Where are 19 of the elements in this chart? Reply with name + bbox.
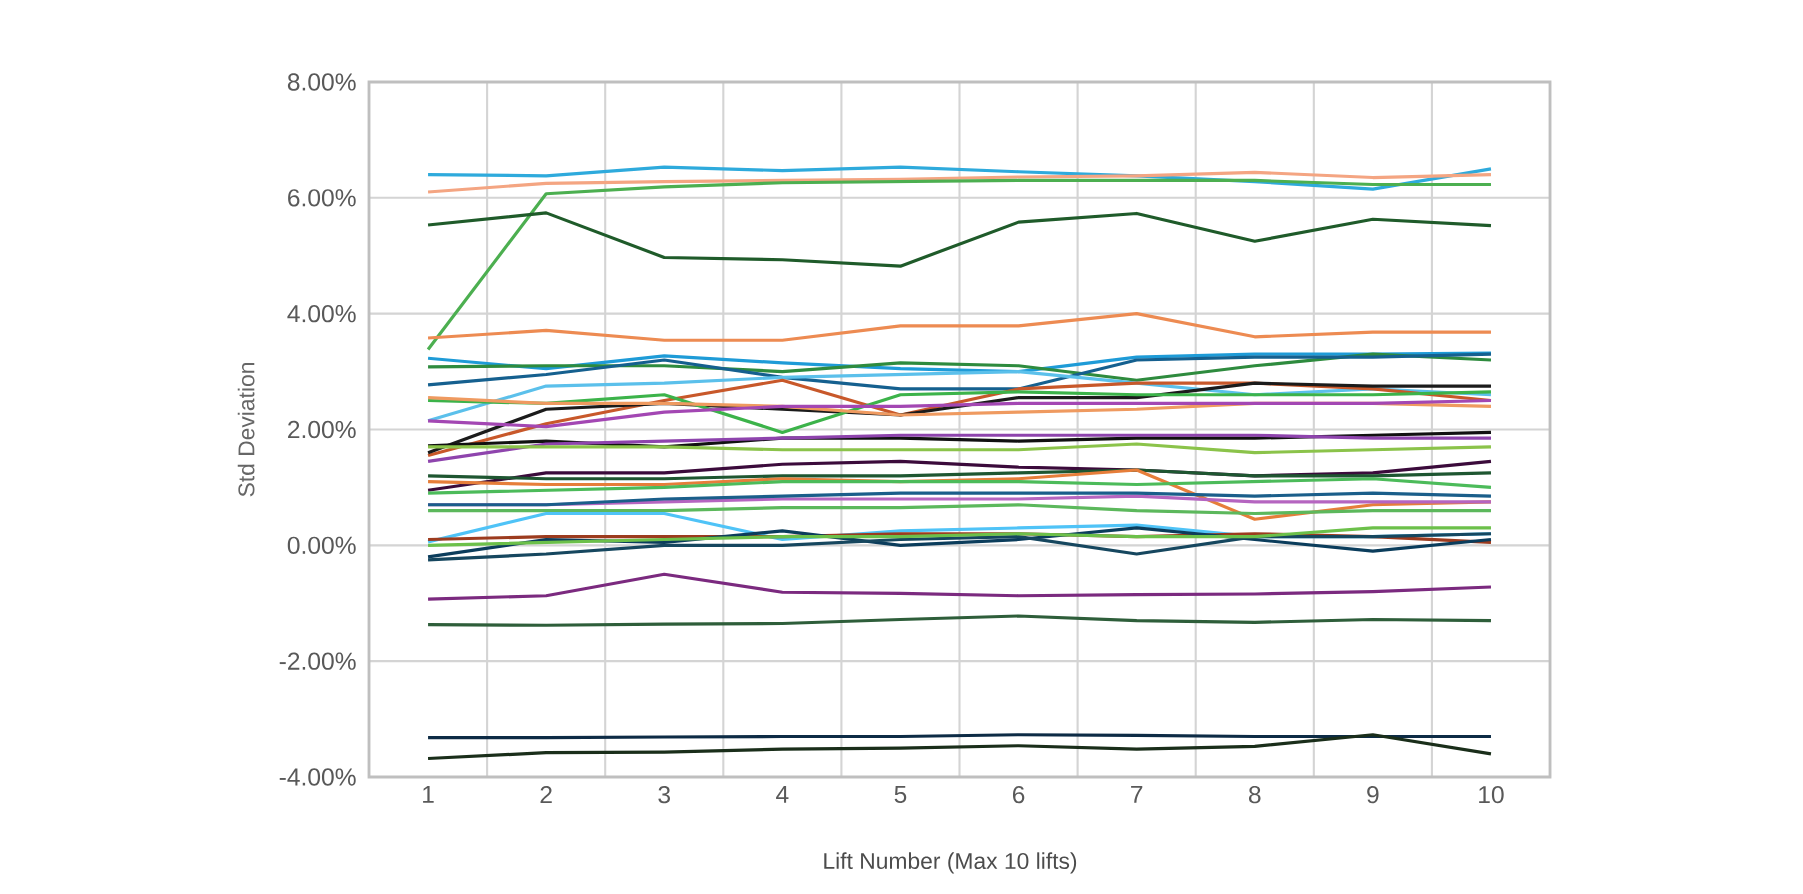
- y-tick-label: -2.00%: [279, 652, 356, 670]
- x-tick-label: 9: [1367, 785, 1379, 804]
- x-tick-label: 4: [776, 785, 789, 803]
- y-axis-title: Std Deviation: [237, 363, 255, 497]
- x-tick-label: 1: [423, 785, 434, 803]
- x-tick-label: 10: [1479, 785, 1504, 804]
- y-tick-label: 2.00%: [288, 420, 356, 439]
- x-tick-label: 6: [1012, 785, 1025, 804]
- y-tick-label: 8.00%: [287, 73, 356, 91]
- x-tick-label: 7: [1131, 785, 1143, 803]
- y-tick-label: -4.00%: [279, 768, 356, 786]
- x-axis-title: Lift Number (Max 10 lifts): [824, 852, 1077, 874]
- y-tick-label: 4.00%: [287, 304, 356, 323]
- x-tick-label: 3: [658, 785, 670, 804]
- x-tick-label: 5: [894, 785, 907, 804]
- x-tick-label: 2: [540, 785, 552, 804]
- y-tick-label: 6.00%: [288, 189, 356, 207]
- x-tick-label: 8: [1248, 785, 1261, 804]
- y-tick-label: 0.00%: [287, 536, 356, 555]
